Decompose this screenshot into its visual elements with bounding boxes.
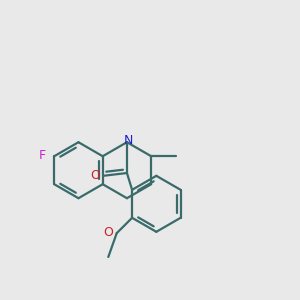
Text: F: F [39,149,46,162]
Text: O: O [90,169,100,182]
Text: O: O [103,226,113,239]
Text: N: N [124,134,133,147]
